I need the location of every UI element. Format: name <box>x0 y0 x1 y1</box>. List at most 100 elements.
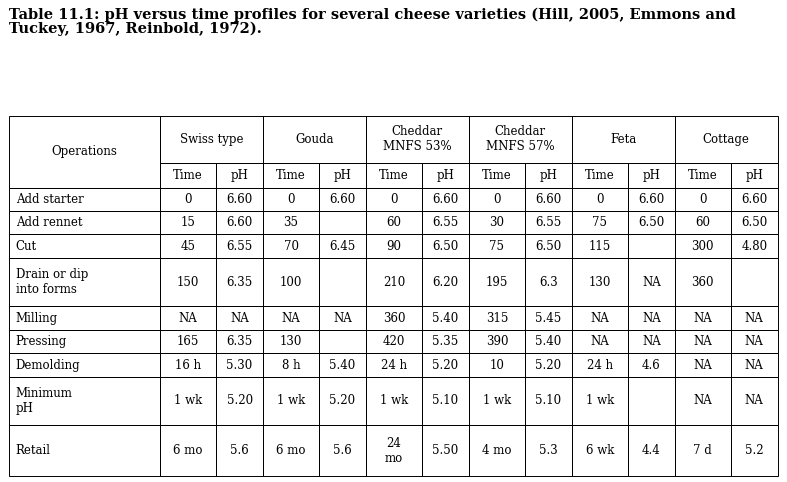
Text: pH: pH <box>642 169 660 182</box>
Bar <box>422 353 469 377</box>
Bar <box>263 211 320 234</box>
Bar <box>525 425 571 476</box>
Bar <box>160 234 216 258</box>
Text: 130: 130 <box>589 276 611 289</box>
Text: Time: Time <box>276 169 306 182</box>
Bar <box>216 234 263 258</box>
Bar <box>469 330 525 353</box>
Bar <box>216 330 263 353</box>
Text: 6.60: 6.60 <box>227 216 253 229</box>
Bar <box>731 353 778 377</box>
Bar <box>422 234 469 258</box>
Text: NA: NA <box>231 311 249 324</box>
Text: pH: pH <box>539 169 557 182</box>
Bar <box>731 330 778 353</box>
Bar <box>674 425 731 476</box>
Text: 4 mo: 4 mo <box>482 444 512 457</box>
Text: NA: NA <box>693 335 712 348</box>
Text: 10: 10 <box>490 359 504 372</box>
Text: 0: 0 <box>287 193 295 206</box>
Bar <box>320 211 366 234</box>
Bar <box>9 211 160 234</box>
Bar <box>160 258 216 306</box>
Bar <box>320 306 366 330</box>
Text: NA: NA <box>282 311 301 324</box>
Bar <box>674 330 731 353</box>
Bar <box>366 353 422 377</box>
Text: 6.60: 6.60 <box>638 193 664 206</box>
Text: 90: 90 <box>386 240 401 253</box>
Bar <box>469 353 525 377</box>
Bar <box>216 187 263 211</box>
Bar <box>628 234 674 258</box>
Bar <box>366 116 469 162</box>
Bar <box>320 234 366 258</box>
Bar <box>571 187 628 211</box>
Text: 6.35: 6.35 <box>227 276 253 289</box>
Text: NA: NA <box>693 359 712 372</box>
Text: 5.20: 5.20 <box>227 394 253 407</box>
Bar <box>628 425 674 476</box>
Bar <box>422 306 469 330</box>
Text: NA: NA <box>179 311 198 324</box>
Bar <box>628 211 674 234</box>
Text: pH: pH <box>231 169 249 182</box>
Text: 360: 360 <box>692 276 714 289</box>
Bar <box>366 330 422 353</box>
Bar <box>731 306 778 330</box>
Text: NA: NA <box>333 311 352 324</box>
Bar <box>525 234 571 258</box>
Text: 70: 70 <box>283 240 298 253</box>
Bar <box>216 353 263 377</box>
Text: NA: NA <box>642 276 661 289</box>
Bar <box>263 234 320 258</box>
Bar <box>366 211 422 234</box>
Text: 6.60: 6.60 <box>227 193 253 206</box>
Text: 5.45: 5.45 <box>535 311 561 324</box>
Bar <box>469 258 525 306</box>
Bar <box>628 330 674 353</box>
Bar <box>9 187 160 211</box>
Text: 35: 35 <box>283 216 298 229</box>
Text: 6.55: 6.55 <box>227 240 253 253</box>
Bar <box>469 116 571 162</box>
Text: 6.60: 6.60 <box>330 193 356 206</box>
Bar <box>525 258 571 306</box>
Bar <box>160 306 216 330</box>
Text: 24 h: 24 h <box>587 359 613 372</box>
Bar <box>422 425 469 476</box>
Text: 6.60: 6.60 <box>432 193 459 206</box>
Bar <box>366 258 422 306</box>
Bar <box>9 116 160 187</box>
Text: 5.20: 5.20 <box>432 359 459 372</box>
Text: NA: NA <box>693 394 712 407</box>
Text: 1 wk: 1 wk <box>586 394 614 407</box>
Text: 6 wk: 6 wk <box>586 444 614 457</box>
Bar <box>674 306 731 330</box>
Bar <box>263 306 320 330</box>
Bar <box>628 306 674 330</box>
Bar <box>160 353 216 377</box>
Text: 210: 210 <box>382 276 405 289</box>
Text: 420: 420 <box>382 335 405 348</box>
Text: 5.40: 5.40 <box>330 359 356 372</box>
Text: 6.50: 6.50 <box>535 240 561 253</box>
Text: NA: NA <box>745 311 763 324</box>
Text: 1 wk: 1 wk <box>482 394 511 407</box>
Text: 390: 390 <box>486 335 508 348</box>
Bar <box>216 162 263 187</box>
Text: Milling: Milling <box>16 311 58 324</box>
Bar <box>571 330 628 353</box>
Text: Cheddar
MNFS 53%: Cheddar MNFS 53% <box>383 125 452 153</box>
Text: 6.50: 6.50 <box>741 216 767 229</box>
Text: 75: 75 <box>593 216 608 229</box>
Bar <box>9 377 160 425</box>
Text: 5.2: 5.2 <box>745 444 763 457</box>
Bar <box>525 306 571 330</box>
Text: Add rennet: Add rennet <box>16 216 82 229</box>
Text: Cheddar
MNFS 57%: Cheddar MNFS 57% <box>486 125 555 153</box>
Bar <box>422 187 469 211</box>
Bar <box>160 187 216 211</box>
Bar <box>674 116 778 162</box>
Bar <box>320 377 366 425</box>
